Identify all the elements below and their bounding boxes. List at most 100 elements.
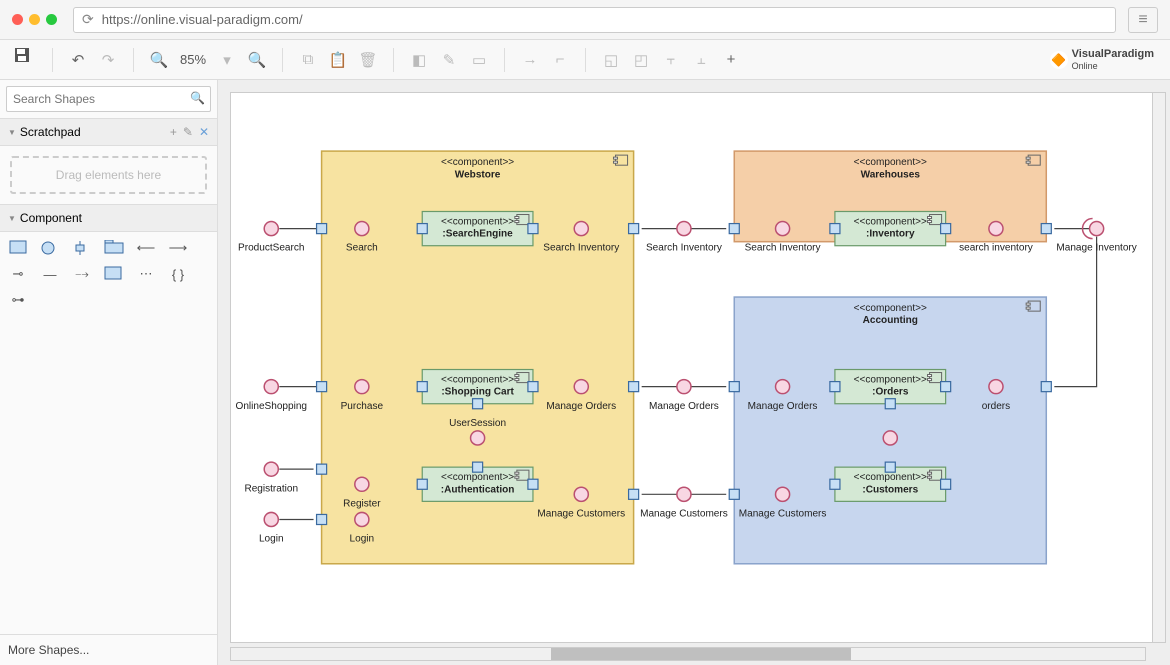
shape-dashed-icon[interactable]: ⤍ <box>72 266 92 282</box>
svg-text:Search Inventory: Search Inventory <box>745 243 821 254</box>
edit-scratch-icon[interactable]: ✎ <box>183 125 193 139</box>
shape-port-icon[interactable] <box>72 240 92 256</box>
search-shapes-input[interactable] <box>6 86 211 112</box>
to-front-button[interactable]: ◱ <box>598 47 624 73</box>
component-header[interactable]: ▼ Component <box>0 204 217 232</box>
svg-text::Authentication: :Authentication <box>441 484 515 495</box>
svg-text:Login: Login <box>350 534 375 545</box>
shape-association-icon[interactable]: — <box>40 266 60 282</box>
zoom-out-button[interactable]: 🔍 <box>146 47 172 73</box>
diagram-canvas[interactable]: <<component>>Webstore<<component>>Wareho… <box>230 92 1158 643</box>
svg-text:Warehouses: Warehouses <box>861 169 921 180</box>
svg-text:Manage Customers: Manage Customers <box>739 508 827 519</box>
zoom-level: 85% <box>176 52 210 67</box>
diagram-svg: <<component>>Webstore<<component>>Wareho… <box>231 93 1157 642</box>
fill-color-button[interactable]: ◧ <box>406 47 432 73</box>
scratchpad-dropzone[interactable]: Drag elements here <box>10 156 207 194</box>
url-bar[interactable]: ⟳ https://online.visual-paradigm.com/ <box>73 7 1116 33</box>
line-color-button[interactable]: ✎ <box>436 47 462 73</box>
svg-text:Webstore: Webstore <box>455 169 501 180</box>
collapse-icon: ▼ <box>8 214 16 223</box>
svg-text::Inventory: :Inventory <box>866 229 915 240</box>
more-shapes-button[interactable]: More Shapes... <box>0 634 217 665</box>
window-controls <box>12 14 57 25</box>
zoom-in-button[interactable]: 🔍 <box>244 47 270 73</box>
svg-text:Search: Search <box>346 243 378 254</box>
zoom-dropdown[interactable]: ▾ <box>214 47 240 73</box>
collapse-icon: ▼ <box>8 128 16 137</box>
redo-button[interactable]: ↷ <box>95 47 121 73</box>
browser-menu-button[interactable]: ≡ <box>1128 7 1158 33</box>
paste-button[interactable]: 📋 <box>325 47 351 73</box>
svg-text::Shopping Cart: :Shopping Cart <box>441 387 514 398</box>
add-button[interactable]: + <box>718 47 744 73</box>
shape-package-icon[interactable] <box>104 240 124 256</box>
save-button[interactable] <box>14 47 40 73</box>
svg-text:Accounting: Accounting <box>863 315 918 326</box>
connector-style-button[interactable]: → <box>517 47 543 73</box>
svg-text:Manage Customers: Manage Customers <box>640 508 728 519</box>
svg-text:Manage Customers: Manage Customers <box>537 508 625 519</box>
align-button[interactable]: ⫟ <box>658 47 684 73</box>
copy-button[interactable]: ⧉ <box>295 47 321 73</box>
svg-text:orders: orders <box>982 401 1010 412</box>
canvas-wrap: <<component>>Webstore<<component>>Wareho… <box>218 80 1170 665</box>
svg-text:Manage Orders: Manage Orders <box>748 401 818 412</box>
svg-text:Manage Orders: Manage Orders <box>546 401 616 412</box>
svg-text:Register: Register <box>343 498 381 509</box>
distribute-button[interactable]: ⫠ <box>688 47 714 73</box>
svg-text:<<component>>: <<component>> <box>854 472 927 483</box>
shape-component-icon[interactable] <box>8 240 28 256</box>
search-icon[interactable]: 🔍 <box>190 91 205 105</box>
delete-button[interactable]: 🗑 <box>355 47 381 73</box>
svg-text:<<component>>: <<component>> <box>441 157 514 168</box>
svg-text:<<component>>: <<component>> <box>441 217 514 228</box>
scrollbar-thumb[interactable] <box>551 648 851 660</box>
shape-interface-icon[interactable] <box>40 240 60 256</box>
shape-provided-icon[interactable]: ⊸ <box>8 266 28 282</box>
shadow-button[interactable]: ▭ <box>466 47 492 73</box>
scratchpad-header[interactable]: ▼ Scratchpad + ✎ ✕ <box>0 118 217 146</box>
svg-text:<<component>>: <<component>> <box>441 375 514 386</box>
add-scratch-icon[interactable]: + <box>170 125 177 139</box>
svg-text:Registration: Registration <box>244 483 298 494</box>
shape-realization-icon[interactable]: ⟶ <box>168 240 188 256</box>
component-title: Component <box>20 211 82 225</box>
undo-button[interactable]: ↶ <box>65 47 91 73</box>
svg-text:Search Inventory: Search Inventory <box>646 243 722 254</box>
vertical-scrollbar[interactable] <box>1152 92 1166 643</box>
minimize-icon[interactable] <box>29 14 40 25</box>
svg-text::Orders: :Orders <box>872 387 909 398</box>
waypoint-button[interactable]: ⌐ <box>547 47 573 73</box>
shape-constraint-icon[interactable]: { } <box>168 266 188 282</box>
horizontal-scrollbar[interactable] <box>230 647 1146 661</box>
shape-note-icon[interactable] <box>104 266 124 282</box>
svg-text:Login: Login <box>259 534 284 545</box>
maximize-icon[interactable] <box>46 14 57 25</box>
sidebar: 🔍 ▼ Scratchpad + ✎ ✕ Drag elements here … <box>0 80 218 665</box>
svg-text:<<component>>: <<component>> <box>854 303 927 314</box>
brand-subtext: Online <box>1072 61 1098 71</box>
svg-text:<<component>>: <<component>> <box>854 157 927 168</box>
scratchpad-title: Scratchpad <box>20 125 81 139</box>
to-back-button[interactable]: ◰ <box>628 47 654 73</box>
svg-text:<<component>>: <<component>> <box>441 472 514 483</box>
shape-dotted-icon[interactable]: ⋯ <box>136 266 156 282</box>
shape-dependency-icon[interactable]: ⟵ <box>136 240 156 256</box>
brand-logo[interactable]: 🔶 VisualParadigmOnline <box>1050 48 1162 72</box>
brand-text: VisualParadigm <box>1072 48 1154 60</box>
svg-text:Manage Inventory: Manage Inventory <box>1056 243 1136 254</box>
close-scratch-icon[interactable]: ✕ <box>199 125 209 139</box>
reload-icon[interactable]: ⟳ <box>82 11 94 28</box>
shape-required-icon[interactable]: ⊶ <box>8 292 28 308</box>
svg-text:<<component>>: <<component>> <box>854 375 927 386</box>
svg-text::SearchEngine: :SearchEngine <box>442 229 513 240</box>
shape-palette: ⟵ ⟶ ⊸ — ⤍ ⋯ { } ⊶ <box>0 232 217 316</box>
svg-text:ProductSearch: ProductSearch <box>238 243 304 254</box>
svg-text:UserSession: UserSession <box>449 418 506 429</box>
browser-bar: ⟳ https://online.visual-paradigm.com/ ≡ <box>0 0 1170 40</box>
close-icon[interactable] <box>12 14 23 25</box>
svg-text:Purchase: Purchase <box>341 401 384 412</box>
svg-text:search inventory: search inventory <box>959 243 1033 254</box>
svg-text:Search Inventory: Search Inventory <box>543 243 619 254</box>
